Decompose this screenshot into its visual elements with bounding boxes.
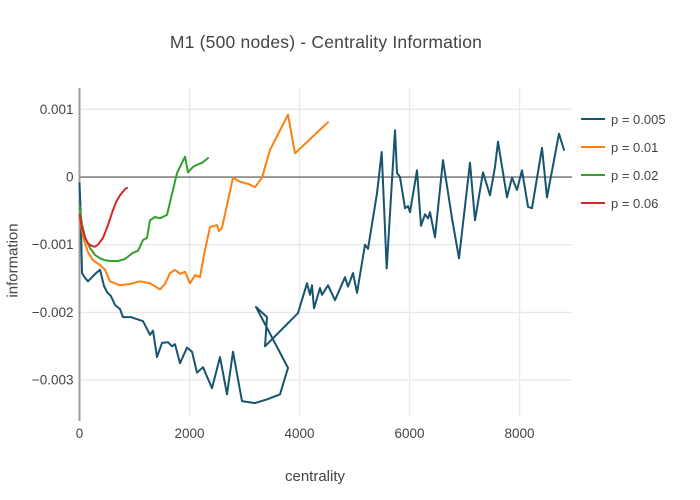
x-tick-label: 4000 — [284, 426, 314, 441]
y-tick-label: 0 — [66, 170, 74, 185]
legend-swatch-p-002 — [581, 174, 605, 176]
y-tick-label: −0.001 — [32, 237, 74, 252]
legend-swatch-p-006 — [581, 202, 605, 204]
x-axis-title: centrality — [284, 468, 346, 485]
legend-item-p-001[interactable]: p = 0.01 — [581, 133, 666, 161]
chart-title: M1 (500 nodes) - Centrality Information — [169, 32, 483, 52]
series-line-p-0-02[interactable] — [78, 155, 209, 262]
legend-label: p = 0.02 — [611, 167, 659, 183]
legend-label: p = 0.01 — [611, 139, 659, 155]
legend-item-p-002[interactable]: p = 0.02 — [581, 161, 666, 189]
legend-swatch-p-001 — [581, 146, 605, 148]
x-tick-label: 2000 — [174, 426, 204, 441]
series-line-p-0-06[interactable] — [78, 186, 128, 248]
y-tick-label: −0.003 — [32, 373, 74, 388]
y-axis-title: information — [4, 223, 22, 298]
legend: p = 0.005 p = 0.01 p = 0.02 p = 0.06 — [581, 105, 666, 217]
y-tick-label: −0.002 — [32, 305, 74, 320]
x-tick-label: 8000 — [505, 426, 535, 441]
legend-label: p = 0.005 — [611, 111, 666, 127]
series-line-p-0-01[interactable] — [79, 113, 329, 291]
x-tick-label: 0 — [76, 426, 84, 441]
series-line-p-0-005[interactable] — [78, 129, 565, 405]
x-tick-label: 6000 — [394, 426, 424, 441]
y-tick-label: 0.001 — [40, 102, 74, 117]
legend-label: p = 0.06 — [611, 195, 659, 211]
legend-swatch-p-0005 — [581, 118, 605, 120]
legend-item-p-006[interactable]: p = 0.06 — [581, 189, 666, 217]
legend-item-p-0005[interactable]: p = 0.005 — [581, 105, 666, 133]
